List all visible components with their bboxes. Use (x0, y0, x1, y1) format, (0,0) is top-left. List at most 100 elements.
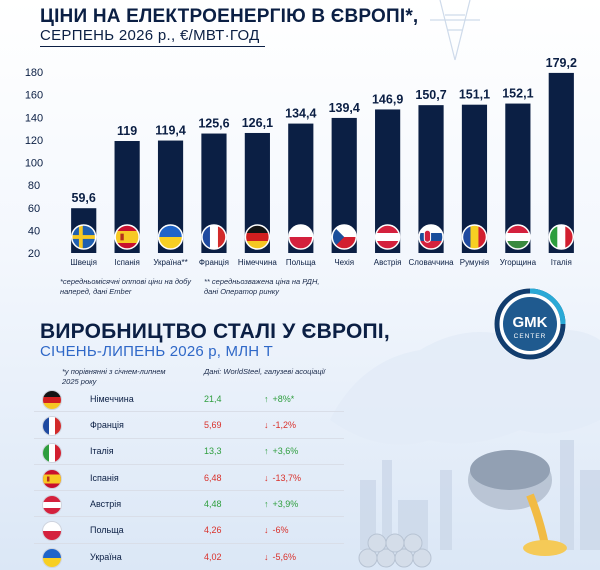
category-label: Польща (286, 258, 316, 267)
flag-icon-at (42, 495, 62, 516)
arrow-up-icon: ↑ (264, 446, 269, 457)
y-tick-label: 80 (28, 180, 40, 192)
table-row: Франція 5,69 ↓ -1,2% (34, 412, 344, 439)
change-text: -1,2% (272, 419, 297, 430)
flag-icon-fr (201, 225, 226, 249)
change-value: ↓ -6% (264, 525, 289, 535)
production-value: 6,48 (204, 472, 222, 483)
flag-icon-ua (42, 547, 62, 568)
category-label: Угорщина (500, 258, 537, 267)
change-value: ↑ +8%* (264, 394, 294, 404)
y-tick-label: 180 (25, 67, 43, 79)
category-label: Італія (551, 258, 572, 267)
country-name: Польща (90, 525, 124, 536)
electricity-price-bar-chart: 20 40 60 80 100 120 140 160 180 59,6 Швеція 119 Іспа… (25, 56, 577, 267)
y-tick-label: 60 (28, 203, 40, 215)
production-value: 13,3 (204, 446, 222, 457)
change-text: +3,9% (272, 498, 299, 509)
change-text: +8%* (272, 393, 295, 404)
category-label: Іспанія (114, 258, 140, 267)
bar-value-label: 139,4 (329, 101, 360, 115)
bar-value-label: 152,1 (502, 87, 533, 101)
flag-icon-fr (42, 416, 62, 437)
table-row: Італія 13,3 ↑ +3,6% (34, 439, 344, 465)
bar-value-label: 119,4 (155, 124, 186, 138)
flag-icon-de (42, 390, 62, 410)
bar-value-label: 126,1 (242, 116, 273, 130)
flag-icon-it (42, 442, 62, 463)
change-value: ↓ -5,6% (264, 552, 296, 562)
y-tick-label: 20 (28, 248, 40, 260)
bar-value-label: 59,6 (72, 191, 96, 205)
chart-title: ЦІНИ НА ЕЛЕКТРОЕНЕРГІЮ В ЄВРОПІ*, (40, 6, 419, 27)
change-value: ↓ -1,2% (264, 420, 296, 430)
production-value: 4,26 (204, 525, 222, 536)
steel-production-table: Німеччина 21,4 ↑ +8%* Франція 5,69 ↓ -1,2% Італі… (34, 386, 344, 570)
y-tick-label: 100 (25, 158, 43, 170)
flag-icon-de (245, 225, 270, 249)
logo-text-center: CENTER (514, 333, 547, 340)
logo-text-gmk: GMK (513, 314, 548, 331)
steel-subtitle: СІЧЕНЬ-ЛИПЕНЬ 2026 р, МЛН Т (40, 343, 274, 360)
y-tick-label: 160 (25, 90, 43, 102)
footnote-ember: *середньомісячні оптові ціни на добу нап… (60, 277, 191, 296)
country-name: Іспанія (90, 472, 119, 483)
country-name: Німеччина (90, 393, 134, 404)
table-row: Польща 4,26 ↓ -6% (34, 517, 344, 544)
arrow-down-icon: ↓ (264, 419, 269, 430)
steel-note-comparison: *у порівнянні з січнем-липнем 2025 року (62, 367, 166, 386)
y-tick-label: 120 (25, 135, 43, 147)
change-text: -13,7% (272, 472, 302, 483)
change-text: -5,6% (272, 551, 297, 562)
change-value: ↓ -13,7% (264, 473, 301, 483)
table-row: Україна 4,02 ↓ -5,6% (34, 544, 344, 570)
table-row: Іспанія 6,48 ↓ -13,7% (34, 465, 344, 492)
category-label: Румунія (460, 258, 489, 267)
bar-value-label: 151,1 (459, 88, 490, 102)
chart-subtitle: СЕРПЕНЬ 2026 р., €/МВТ·ГОД (40, 27, 260, 44)
change-value: ↑ +3,6% (264, 446, 298, 456)
bar-value-label: 134,4 (285, 107, 316, 121)
gmk-center-logo: GMK CENTER (494, 288, 566, 360)
category-label: Франція (199, 258, 229, 267)
production-value: 21,4 (204, 393, 222, 404)
production-value: 4,02 (204, 551, 222, 562)
steel-title: ВИРОБНИЦТВО СТАЛІ У ЄВРОПІ, (40, 320, 390, 343)
flag-icon-es (42, 468, 62, 489)
flag-icon-it (549, 225, 574, 249)
arrow-down-icon: ↓ (264, 551, 269, 562)
y-tick-label: 140 (25, 112, 43, 124)
bar-value-label: 179,2 (546, 56, 577, 70)
arrow-down-icon: ↓ (264, 525, 269, 536)
change-text: +3,6% (272, 446, 299, 457)
bar-value-label: 125,6 (198, 117, 229, 131)
subtitle-underline (40, 46, 265, 47)
category-label: Чехія (334, 258, 354, 267)
change-text: -6% (272, 525, 289, 536)
bar-value-label: 146,9 (372, 92, 403, 106)
category-label: Україна** (153, 258, 187, 267)
flag-icon-at (375, 225, 400, 249)
category-label: Німеччина (238, 258, 277, 267)
change-value: ↑ +3,9% (264, 499, 298, 509)
flag-icon-ua (158, 225, 183, 249)
category-label: Словаччина (408, 258, 454, 267)
flag-icon-hu (505, 225, 530, 249)
bar-value-label: 119 (117, 124, 137, 138)
steel-note-source: Дані: WorldSteel, галузеві асоціації (204, 367, 325, 376)
country-name: Австрія (90, 498, 122, 509)
country-name: Франція (90, 419, 124, 430)
category-label: Швеція (70, 258, 97, 267)
y-tick-label: 40 (28, 225, 40, 237)
flag-icon-sk (419, 225, 444, 249)
arrow-up-icon: ↑ (264, 393, 269, 404)
country-name: Італія (90, 446, 114, 457)
arrow-down-icon: ↓ (264, 472, 269, 483)
table-row: Австрія 4,48 ↑ +3,9% (34, 491, 344, 518)
production-value: 4,48 (204, 498, 222, 509)
footnote-market-operator: ** середньозважена ціна на РДН, дані Опе… (204, 277, 320, 296)
flag-icon-cz (332, 225, 357, 249)
category-label: Австрія (374, 258, 402, 267)
flag-icon-ro (462, 225, 487, 249)
